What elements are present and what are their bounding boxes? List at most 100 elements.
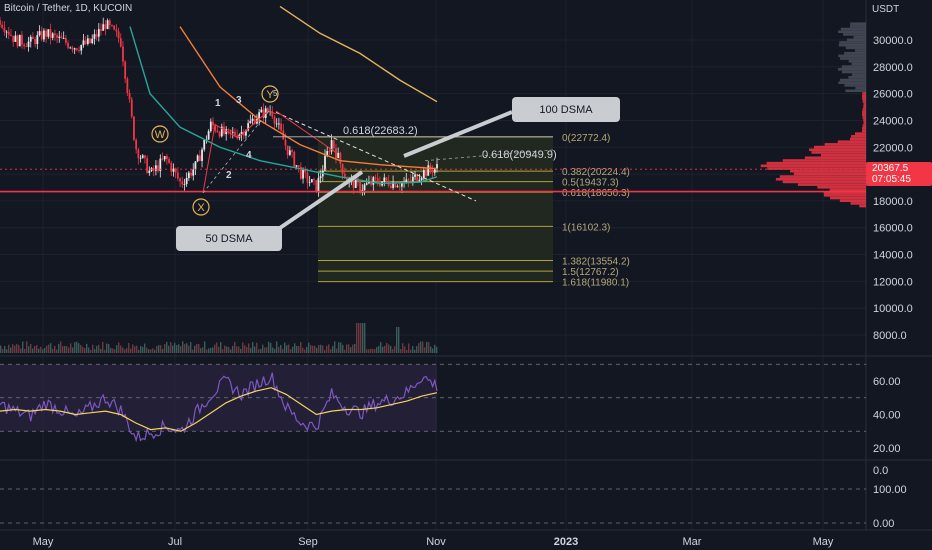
candle-body: [363, 184, 366, 191]
volume-bar: [256, 342, 258, 353]
volume-profile-bar: [862, 100, 866, 103]
price-tick-label-5: 18000.0: [873, 196, 913, 208]
volume-profile-bar: [862, 113, 866, 117]
volume-bar: [282, 348, 284, 353]
candle-body: [229, 129, 232, 133]
candle-body: [49, 29, 52, 38]
volume-profile-bar: [844, 51, 866, 55]
candle-body: [137, 149, 140, 159]
volume-profile-bar: [850, 202, 866, 205]
volume-bar: [258, 349, 260, 353]
volume-profile-bar: [853, 35, 866, 39]
candle-body: [280, 123, 282, 131]
candle-body: [242, 131, 245, 136]
volume-bar: [124, 349, 126, 353]
candle-body: [223, 126, 225, 135]
volume-bar: [384, 345, 386, 353]
volume-bar: [250, 347, 252, 353]
candle-body: [25, 46, 28, 48]
candle-body: [339, 152, 342, 164]
candle-body: [89, 38, 91, 43]
dsma50-pointer: [272, 170, 364, 234]
volume-bar: [308, 342, 310, 353]
volume-bar: [42, 349, 44, 353]
volume-bar: [230, 349, 232, 353]
volume-bar: [156, 346, 158, 353]
volume-bar: [18, 344, 20, 353]
volume-bar: [6, 349, 8, 353]
candle-body: [310, 179, 313, 183]
volume-bar: [34, 345, 36, 353]
volume-bar: [210, 347, 212, 353]
candle-body: [155, 165, 157, 171]
candle-body: [179, 178, 181, 182]
candle-body: [10, 34, 12, 36]
volume-profile-bar: [839, 199, 866, 203]
volume-bar: [380, 341, 382, 353]
candle-body: [247, 123, 250, 131]
time-tick-label-5: Mar: [683, 536, 702, 548]
volume-bar: [52, 348, 54, 353]
candle-body: [34, 38, 37, 45]
candle-body: [405, 179, 408, 183]
candle-body: [343, 173, 346, 178]
volume-bar: [262, 344, 264, 353]
candle-body: [190, 172, 192, 176]
lower-tick-label-1: 100.00: [873, 484, 907, 496]
volume-bar: [364, 323, 366, 353]
candle-body: [240, 131, 243, 135]
candle-body: [172, 168, 175, 172]
candle-body: [394, 181, 397, 188]
volume-bar: [54, 345, 56, 353]
volume-profile-bar: [838, 81, 866, 85]
price-tick-label-0: 8000.0: [873, 330, 907, 342]
candle-body: [128, 93, 131, 100]
volume-bar: [196, 344, 198, 353]
volume-bar: [418, 343, 420, 353]
candle-body: [416, 174, 419, 182]
candle-body: [119, 38, 122, 47]
volume-bar: [246, 346, 248, 353]
volume-profile-bar: [846, 38, 866, 42]
candle-body: [29, 36, 32, 42]
volume-bar: [276, 341, 278, 353]
candle-body: [407, 179, 410, 181]
volume-profile-bar: [823, 191, 866, 194]
volume-bar: [176, 345, 178, 353]
volume-bar: [24, 348, 26, 353]
volume-bar: [164, 344, 166, 353]
volume-bar: [112, 348, 114, 353]
candle-body: [51, 33, 54, 38]
volume-bar: [200, 348, 202, 353]
wave-3-label: 3: [236, 95, 242, 106]
time-tick-label-1: Jul: [168, 536, 182, 548]
candle-body: [216, 130, 219, 132]
volume-bar: [148, 349, 150, 353]
volume-profile-bar: [862, 94, 866, 98]
wave-w-label: W: [155, 129, 166, 141]
volume-bar: [338, 342, 340, 353]
volume-profile-bar: [782, 180, 866, 184]
volume-bar: [108, 344, 110, 353]
wave-4-label: 4: [246, 150, 252, 161]
volume-profile-bar: [779, 175, 866, 178]
volume-profile-bar: [824, 143, 866, 146]
volume-bar: [106, 343, 108, 353]
volume-profile-bar: [854, 49, 866, 52]
volume-bar: [216, 342, 218, 353]
volume-bar: [362, 323, 364, 353]
volume-profile-bar: [845, 89, 866, 93]
candle-body: [104, 24, 107, 29]
volume-bar: [186, 343, 188, 353]
candle-body: [249, 120, 252, 124]
volume-bar: [72, 347, 74, 353]
volume-bar: [182, 341, 184, 353]
volume-profile-bar: [817, 186, 866, 189]
candle-body: [187, 172, 190, 178]
candle-body: [67, 42, 69, 48]
candle-body: [297, 165, 300, 167]
volume-profile-bar: [851, 73, 866, 76]
sma100-line: [179, 26, 438, 170]
volume-bar: [40, 346, 42, 353]
